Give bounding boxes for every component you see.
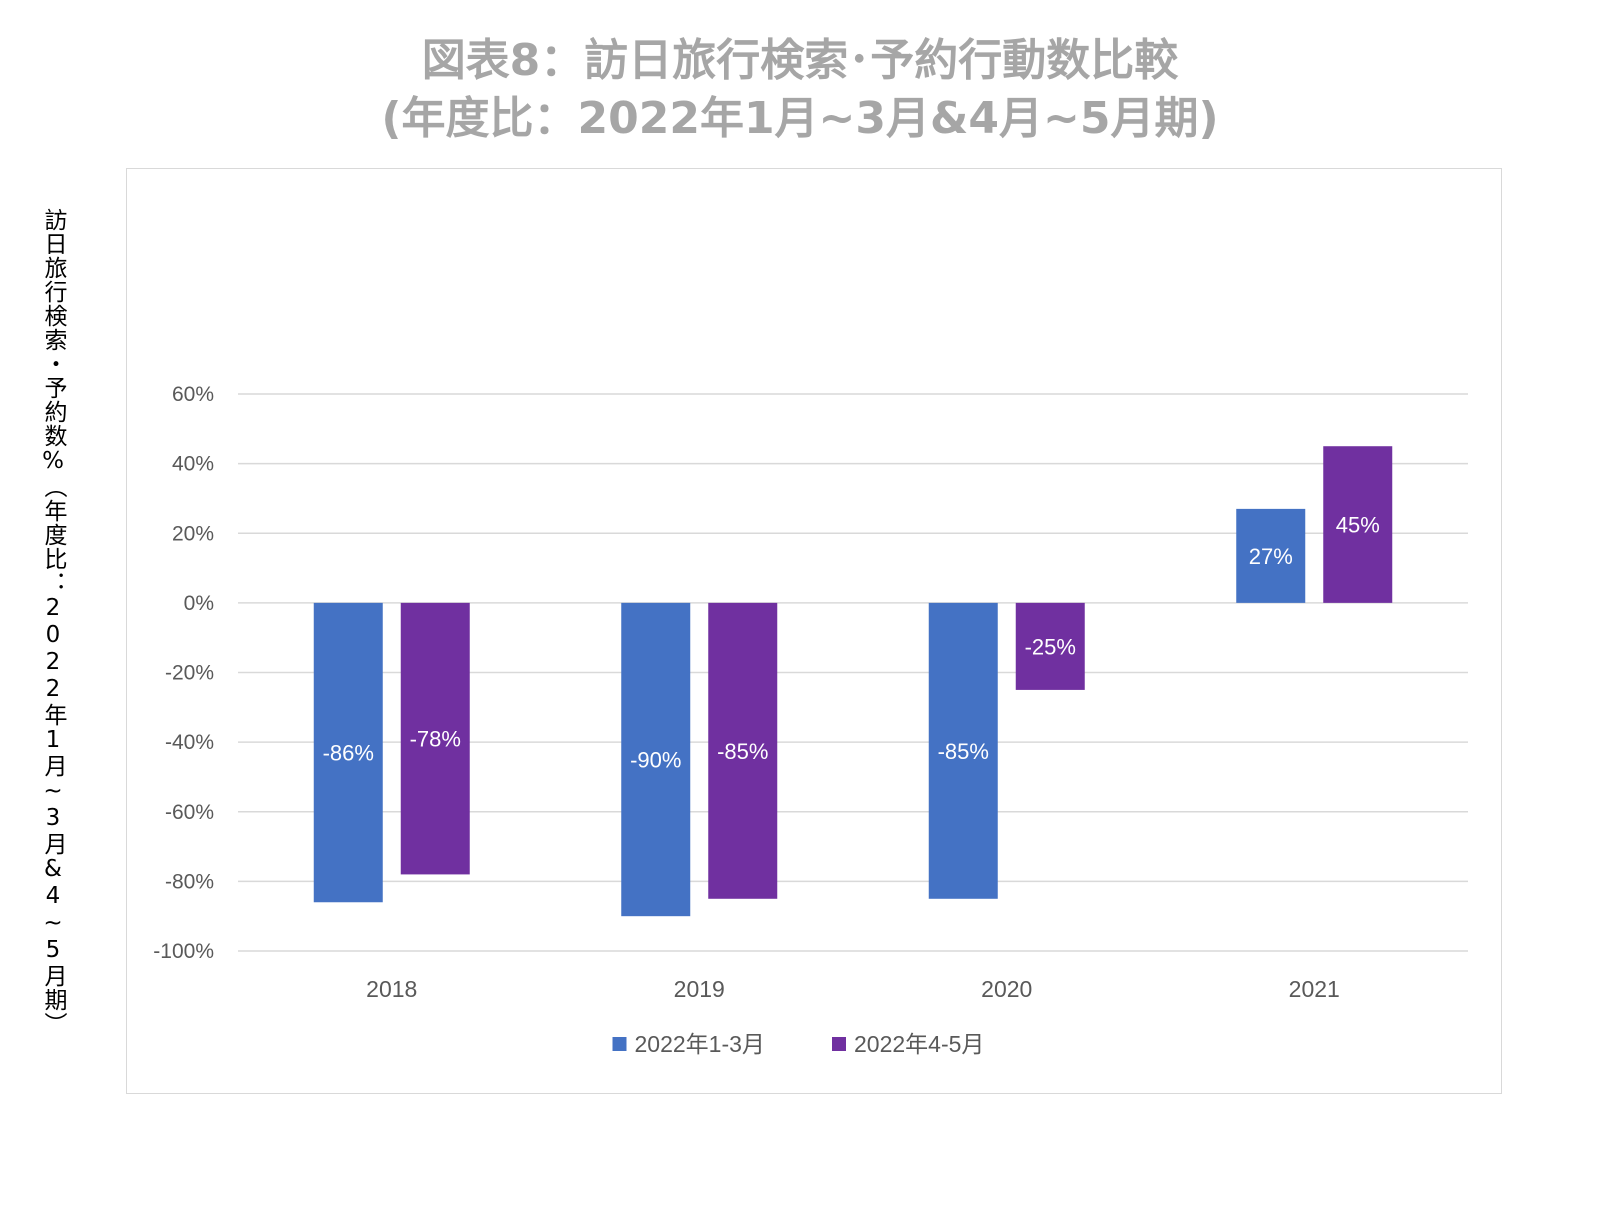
y-tick-label: 60%	[172, 383, 214, 406]
chart-title-line1: 図表8：訪日旅行検索･予約行動数比較	[421, 35, 1179, 86]
data-label: -85%	[938, 739, 989, 764]
y-tick-label: -20%	[165, 662, 214, 685]
plot-area-frame	[126, 168, 1502, 1094]
x-category-label: 2019	[674, 976, 725, 1002]
x-category-label: 2021	[1289, 976, 1340, 1002]
data-label: -85%	[717, 739, 768, 764]
legend-label: 2022年4-5月	[854, 1031, 984, 1057]
data-label: -86%	[323, 741, 374, 766]
legend-swatch	[612, 1037, 627, 1051]
y-tick-label: -60%	[165, 801, 214, 824]
bar-2020-series-2	[1015, 602, 1085, 690]
data-label: -25%	[1025, 634, 1076, 659]
y-tick-label: -40%	[165, 731, 214, 754]
y-axis-label: 訪日旅行検索・予約数%（年度比：2022年1月~3月&4~5月期）	[40, 208, 66, 1036]
x-category-label: 2020	[981, 976, 1032, 1002]
bar-2019-series-1	[621, 602, 691, 917]
bar-2018-series-2	[400, 602, 470, 875]
bar-2021-series-1	[1236, 508, 1306, 603]
bar-2018-series-1	[313, 602, 383, 903]
y-tick-label: 0%	[184, 592, 214, 615]
chart-title-line2: (年度比：2022年1月~3月&4月~5月期)	[381, 93, 1219, 144]
data-label: -78%	[410, 727, 461, 752]
data-label: 27%	[1249, 544, 1293, 569]
data-label: 45%	[1336, 513, 1380, 538]
legend-label: 2022年1-3月	[635, 1031, 765, 1057]
data-label: -90%	[630, 748, 681, 773]
bar-2020-series-1	[928, 602, 998, 899]
y-tick-label: -80%	[165, 870, 214, 893]
x-category-label: 2018	[366, 976, 417, 1002]
y-tick-label: 20%	[172, 522, 214, 545]
bar-2021-series-2	[1323, 446, 1393, 603]
y-tick-label: -100%	[153, 940, 214, 963]
legend-swatch	[832, 1037, 846, 1051]
bar-2019-series-2	[708, 602, 778, 899]
y-tick-label: 40%	[172, 453, 214, 476]
